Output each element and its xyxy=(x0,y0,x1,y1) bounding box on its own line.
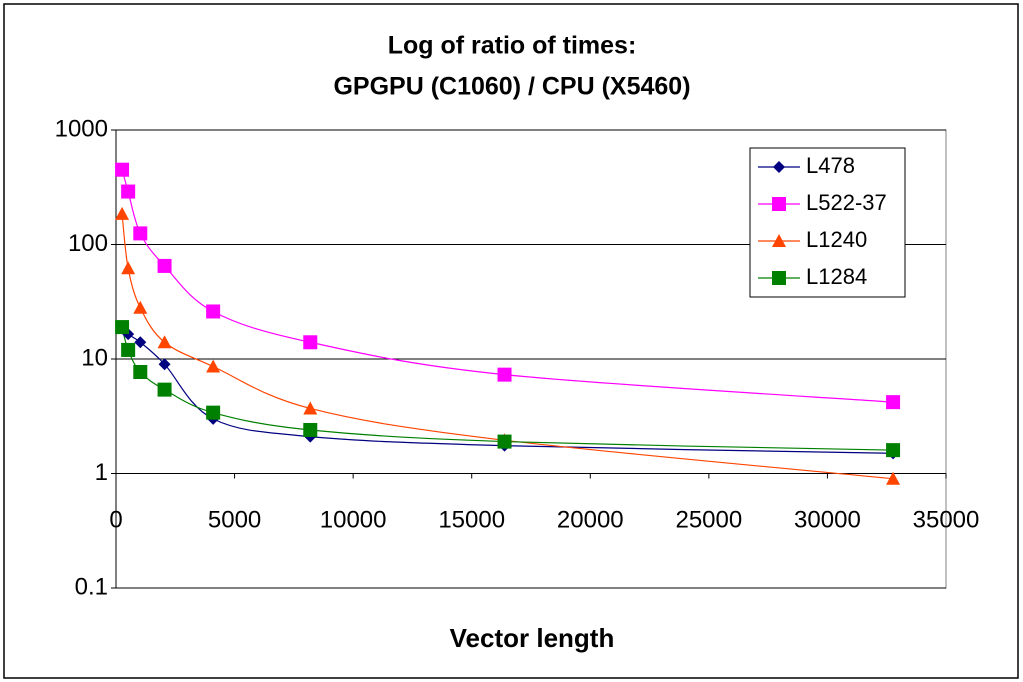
series-line xyxy=(121,326,894,454)
x-tick-label: 30000 xyxy=(794,506,861,533)
marker xyxy=(115,206,130,220)
legend-label: L1240 xyxy=(806,227,867,252)
x-tick-label: 15000 xyxy=(438,506,505,533)
marker xyxy=(772,271,786,285)
series-line xyxy=(121,326,894,451)
marker xyxy=(134,336,147,349)
marker xyxy=(303,401,318,415)
marker xyxy=(772,234,786,247)
x-axis-title: Vector length xyxy=(450,623,615,653)
x-tick-label: 10000 xyxy=(320,506,387,533)
marker xyxy=(497,434,512,449)
marker xyxy=(121,261,136,275)
marker xyxy=(121,184,136,199)
marker xyxy=(133,364,148,379)
marker xyxy=(115,162,130,177)
marker xyxy=(886,471,901,485)
marker xyxy=(886,443,901,458)
marker xyxy=(133,226,148,241)
x-tick-label: 20000 xyxy=(557,506,624,533)
y-tick-label: 100 xyxy=(68,230,108,257)
x-tick-label: 35000 xyxy=(913,506,980,533)
marker xyxy=(157,258,172,273)
marker xyxy=(303,422,318,437)
series-line xyxy=(121,169,894,403)
marker xyxy=(773,161,785,173)
marker xyxy=(206,359,221,373)
marker xyxy=(157,335,172,349)
y-tick-label: 1 xyxy=(95,459,108,486)
series-line xyxy=(121,213,894,480)
x-tick-label: 25000 xyxy=(675,506,742,533)
legend-label: L1284 xyxy=(806,264,867,289)
x-tick-label: 0 xyxy=(109,506,122,533)
marker xyxy=(157,382,172,397)
y-tick-label: 10 xyxy=(81,344,108,371)
legend-label: L522-37 xyxy=(806,190,887,215)
y-tick-label: 1000 xyxy=(55,115,108,142)
marker xyxy=(772,197,786,211)
marker xyxy=(115,320,130,335)
marker xyxy=(206,304,221,319)
chart-title: Log of ratio of times: xyxy=(388,32,637,60)
marker xyxy=(886,395,901,410)
marker xyxy=(497,367,512,382)
x-tick-label: 5000 xyxy=(208,506,261,533)
marker xyxy=(206,405,221,420)
chart-title: GPGPU (C1060) / CPU (X5460) xyxy=(333,73,690,101)
y-tick-label: 0.1 xyxy=(75,573,108,600)
marker xyxy=(133,300,148,314)
marker xyxy=(158,358,171,371)
marker xyxy=(121,342,136,357)
legend-label: L478 xyxy=(806,153,855,178)
marker xyxy=(303,335,318,350)
